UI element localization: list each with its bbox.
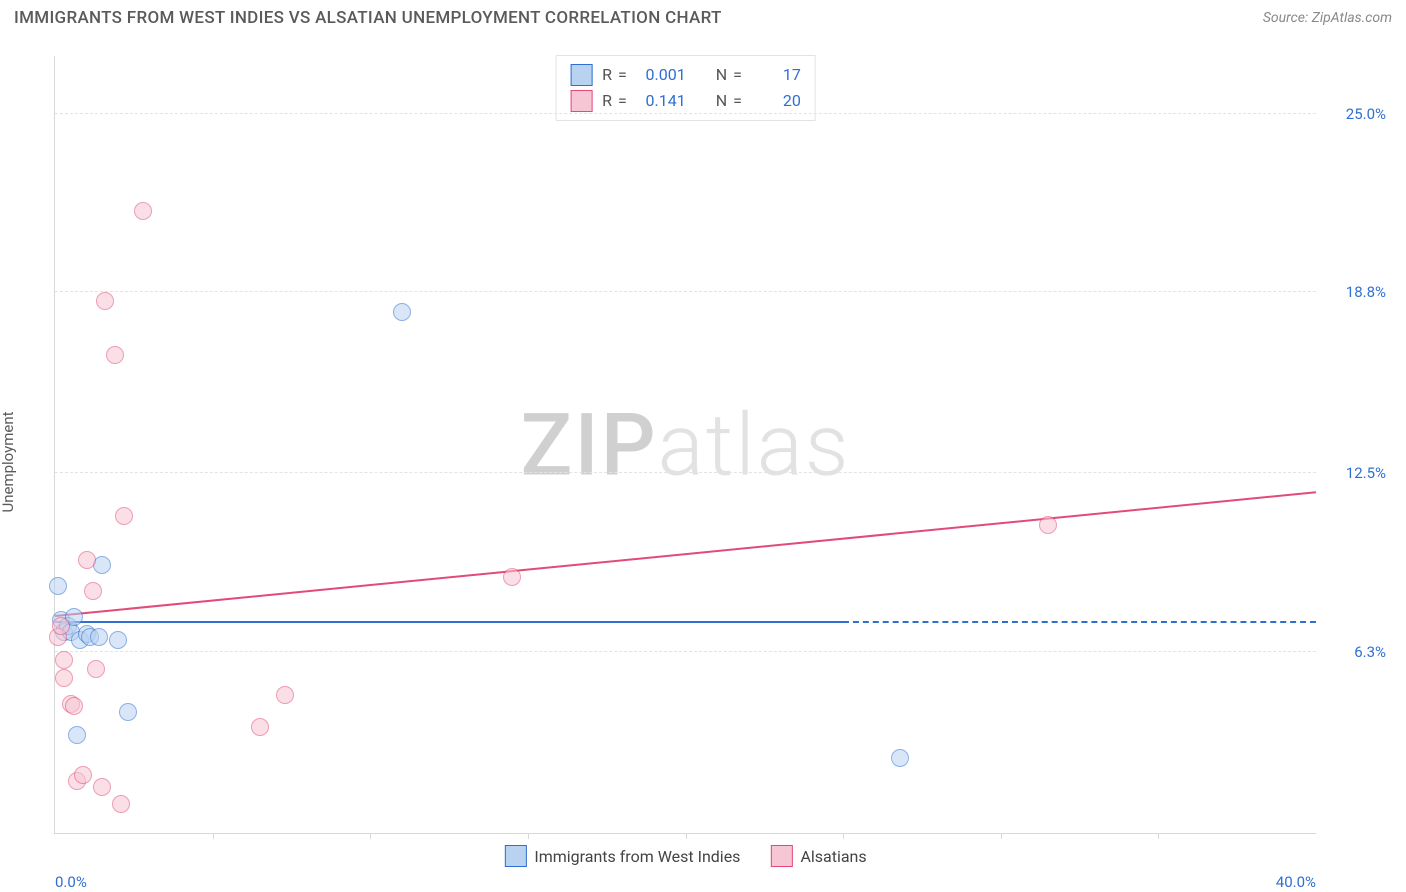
scatter-point [52, 617, 70, 635]
scatter-point [96, 292, 114, 310]
legend-swatch-blue [570, 64, 592, 86]
scatter-point [68, 726, 86, 744]
scatter-point [93, 778, 111, 796]
y-tick-label: 25.0% [1326, 105, 1386, 123]
y-tick-label: 12.5% [1326, 464, 1386, 482]
scatter-point [84, 582, 102, 600]
legend-label: Alsatians [800, 847, 866, 866]
legend-item: Immigrants from West Indies [504, 845, 740, 867]
scatter-point [90, 628, 108, 646]
y-axis-title: Unemployment [0, 411, 17, 512]
legend-swatch-pink [570, 90, 592, 112]
chart-container: Unemployment ZIPatlas R = 0.001 N = 17 R… [14, 40, 1392, 884]
legend-stats-row: R = 0.001 N = 17 [570, 62, 801, 88]
x-tick-mark [528, 833, 529, 839]
legend-swatch-blue [504, 845, 526, 867]
x-tick-mark [1001, 833, 1002, 839]
watermark-text-b: atlas [658, 394, 851, 495]
gridline [55, 651, 1316, 652]
scatter-point [93, 556, 111, 574]
scatter-point [503, 568, 521, 586]
scatter-point [891, 749, 909, 767]
scatter-point [78, 551, 96, 569]
r-value: 0.141 [638, 88, 686, 114]
scatter-point [106, 346, 124, 364]
watermark: ZIPatlas [521, 394, 851, 495]
x-tick-mark [686, 833, 687, 839]
n-label: N = [716, 88, 743, 114]
legend-series: Immigrants from West Indies Alsatians [504, 845, 866, 867]
r-label: R = [602, 88, 628, 114]
x-tick-mark [1158, 833, 1159, 839]
scatter-point [251, 718, 269, 736]
scatter-point [55, 669, 73, 687]
scatter-point [393, 303, 411, 321]
header-bar: IMMIGRANTS FROM WEST INDIES VS ALSATIAN … [0, 0, 1406, 38]
r-value: 0.001 [638, 62, 686, 88]
scatter-point [55, 651, 73, 669]
trend-line [55, 491, 1316, 617]
gridline [55, 291, 1316, 292]
gridline [55, 113, 1316, 114]
n-value: 17 [753, 62, 801, 88]
scatter-point [49, 577, 67, 595]
scatter-point [65, 697, 83, 715]
x-tick-mark [370, 833, 371, 839]
x-tick-label: 40.0% [1266, 873, 1316, 891]
y-tick-label: 18.8% [1326, 283, 1386, 301]
legend-swatch-pink [770, 845, 792, 867]
gridline [55, 472, 1316, 473]
trend-line [55, 621, 843, 623]
x-tick-mark [843, 833, 844, 839]
chart-title: IMMIGRANTS FROM WEST INDIES VS ALSATIAN … [14, 8, 722, 28]
trend-line [843, 621, 1316, 623]
source-attribution: Source: ZipAtlas.com [1263, 10, 1392, 26]
legend-item: Alsatians [770, 845, 866, 867]
source-name: ZipAtlas.com [1312, 10, 1392, 26]
source-label: Source: [1263, 10, 1308, 26]
scatter-point [134, 202, 152, 220]
legend-label: Immigrants from West Indies [534, 847, 740, 866]
legend-stats-row: R = 0.141 N = 20 [570, 88, 801, 114]
watermark-text-a: ZIP [521, 394, 658, 495]
scatter-point [112, 795, 130, 813]
scatter-point [276, 686, 294, 704]
scatter-point [119, 703, 137, 721]
scatter-point [109, 631, 127, 649]
x-tick-label: 0.0% [55, 873, 87, 891]
n-value: 20 [753, 88, 801, 114]
legend-stats: R = 0.001 N = 17 R = 0.141 N = 20 [555, 55, 816, 121]
scatter-point [74, 766, 92, 784]
scatter-point [1039, 516, 1057, 534]
x-tick-mark [213, 833, 214, 839]
n-label: N = [716, 62, 743, 88]
y-tick-label: 6.3% [1326, 643, 1386, 661]
scatter-point [115, 507, 133, 525]
r-label: R = [602, 62, 628, 88]
scatter-point [87, 660, 105, 678]
plot-area: ZIPatlas R = 0.001 N = 17 R = 0.141 N = … [54, 56, 1316, 834]
